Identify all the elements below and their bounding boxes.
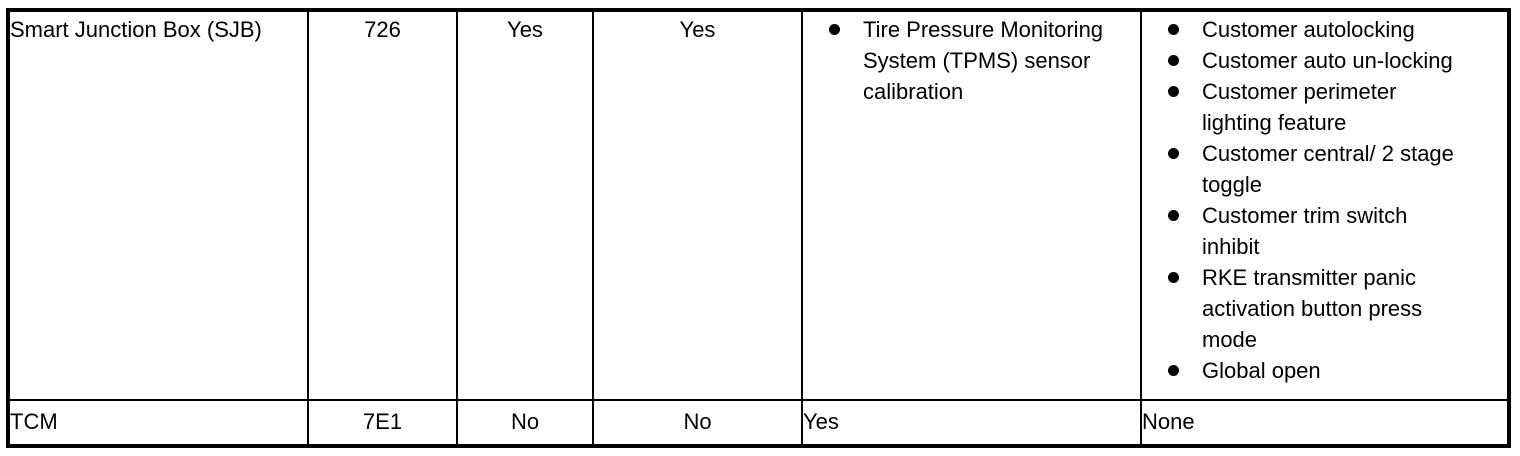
bullet-icon	[1168, 24, 1179, 35]
cell-module-name: TCM	[7, 399, 309, 447]
cell-module-address: 726	[307, 9, 458, 401]
cell-module-address: 7E1	[307, 399, 458, 447]
list-item: Tire Pressure Monitoring System (TPMS) s…	[804, 14, 1139, 107]
list-item: Customer perimeter lighting feature	[1143, 76, 1507, 138]
bullet-list: Customer autolocking Customer auto un-lo…	[1143, 14, 1507, 386]
bullet-list: Tire Pressure Monitoring System (TPMS) s…	[804, 14, 1139, 107]
list-item: Customer central/ 2 stage toggle	[1143, 138, 1507, 200]
bullet-icon	[1168, 86, 1179, 97]
list-item-label: Customer auto un-locking	[1202, 48, 1453, 73]
list-item: Global open	[1143, 355, 1507, 386]
bullet-icon	[1168, 365, 1179, 376]
cell-flag-2: No	[592, 399, 803, 447]
list-item-label: Global open	[1202, 358, 1321, 383]
list-item-label: Customer autolocking	[1202, 17, 1415, 42]
bullet-icon	[1168, 148, 1179, 159]
bullet-icon	[1168, 272, 1179, 283]
cell-customer-features: Customer autolocking Customer auto un-lo…	[1140, 9, 1510, 401]
list-item-label: Customer perimeter lighting feature	[1202, 79, 1397, 135]
cell-calibration-functions: Tire Pressure Monitoring System (TPMS) s…	[801, 9, 1142, 401]
table-row-sjb: Smart Junction Box (SJB) 726 Yes Yes Tir…	[7, 9, 1510, 401]
cell-calibration-functions: Yes	[801, 399, 1142, 447]
cell-flag-1: Yes	[456, 9, 594, 401]
list-item-label: RKE transmitter panic activation button …	[1202, 265, 1423, 352]
list-item: Customer trim switch inhibit	[1143, 200, 1507, 262]
cell-flag-1: No	[456, 399, 594, 447]
bullet-icon	[829, 24, 840, 35]
cell-module-name: Smart Junction Box (SJB)	[7, 9, 309, 401]
list-item-label: Customer trim switch inhibit	[1202, 203, 1408, 259]
list-item: Customer auto un-locking	[1143, 45, 1507, 76]
cell-customer-features: None	[1140, 399, 1510, 447]
bullet-icon	[1168, 210, 1179, 221]
bullet-icon	[1168, 55, 1179, 66]
table-row-tcm: TCM 7E1 No No Yes None	[7, 399, 1510, 447]
list-item-label: Tire Pressure Monitoring System (TPMS) s…	[863, 17, 1104, 104]
list-item-label: Customer central/ 2 stage toggle	[1202, 141, 1454, 197]
cell-flag-2: Yes	[592, 9, 803, 401]
list-item: RKE transmitter panic activation button …	[1143, 262, 1507, 355]
list-item: Customer autolocking	[1143, 14, 1507, 45]
module-configuration-table: Smart Junction Box (SJB) 726 Yes Yes Tir…	[6, 8, 1511, 448]
